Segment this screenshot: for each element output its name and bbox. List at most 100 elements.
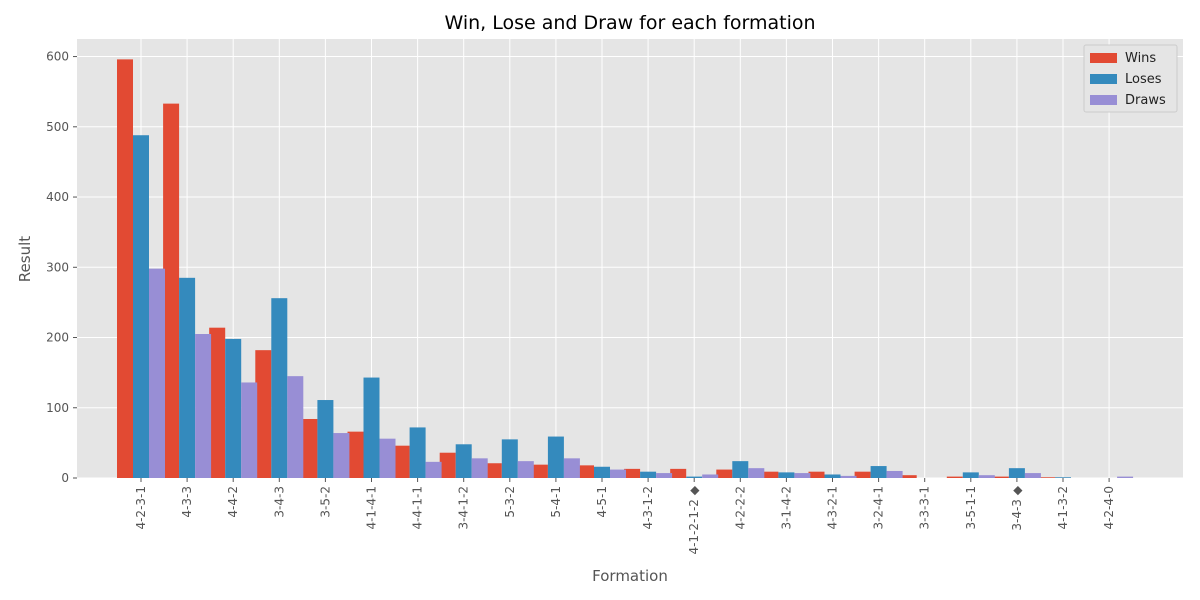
bar-loses-12 <box>686 476 703 478</box>
bar-loses-5 <box>363 377 380 478</box>
bar-loses-7 <box>455 444 472 478</box>
bar-draws-14 <box>794 473 811 478</box>
bar-wins-15 <box>808 471 825 478</box>
bar-draws-7 <box>471 458 488 478</box>
y-tick-label: 400 <box>46 190 69 204</box>
bar-wins-1 <box>163 103 180 479</box>
bar-draws-19 <box>1024 473 1041 478</box>
bar-wins-18 <box>946 476 963 478</box>
bar-loses-0 <box>133 135 149 478</box>
bar-wins-10 <box>578 465 594 478</box>
bar-wins-0 <box>117 59 133 478</box>
x-tick-label: 5-3-2 <box>503 486 517 518</box>
bar-draws-3 <box>287 376 304 478</box>
bar-wins-4 <box>301 418 318 478</box>
chart-title: Win, Lose and Draw for each formation <box>444 12 815 34</box>
bars <box>117 59 1134 479</box>
x-tick-label: 4-4-2 <box>226 486 240 518</box>
bar-loses-6 <box>409 427 426 478</box>
x-tick-label: 4-2-4-0 <box>1102 486 1116 530</box>
bar-loses-14 <box>778 472 795 478</box>
x-tick-label: 3-1-4-2 <box>779 486 793 530</box>
y-axis-ticks: 0 100 200 300 400 500 600 <box>46 50 77 485</box>
x-tick-label: 3-5-2 <box>318 486 332 518</box>
x-tick-label: 4-2-3-1 <box>134 486 148 530</box>
bar-loses-15 <box>824 474 841 478</box>
bar-draws-13 <box>748 468 765 478</box>
bar-draws-9 <box>563 458 580 478</box>
x-tick-label: 4-1-2-1-2 ◆ <box>687 485 701 554</box>
bar-loses-16 <box>870 466 887 478</box>
x-tick-label: 4-3-2-1 <box>826 486 840 530</box>
bar-wins-14 <box>762 471 779 478</box>
bar-draws-2 <box>241 382 258 478</box>
x-tick-label: 5-4-1 <box>549 486 563 518</box>
x-tick-label: 3-4-3 <box>272 486 286 518</box>
bar-draws-11 <box>656 473 673 478</box>
legend-swatch-loses <box>1090 74 1117 84</box>
bar-draws-21 <box>1117 476 1134 478</box>
legend-label-wins: Wins <box>1125 51 1156 66</box>
x-tick-label: 3-3-3-1 <box>918 486 932 530</box>
x-tick-label: 3-2-4-1 <box>872 486 886 530</box>
legend-label-loses: Loses <box>1125 72 1162 87</box>
bar-draws-15 <box>840 475 857 478</box>
x-tick-label: 4-4-1-1 <box>411 486 425 530</box>
x-tick-label: 4-1-4-1 <box>365 486 379 530</box>
bar-wins-3 <box>255 350 272 478</box>
bar-loses-10 <box>594 466 610 478</box>
y-axis-label: Result <box>16 236 34 282</box>
bar-loses-4 <box>317 400 334 478</box>
bar-draws-12 <box>702 474 719 478</box>
legend-label-draws: Draws <box>1125 93 1166 108</box>
y-tick-label: 200 <box>46 331 69 345</box>
bar-wins-12 <box>670 468 687 478</box>
bar-loses-3 <box>271 298 288 478</box>
bar-wins-6 <box>393 445 410 478</box>
bar-wins-16 <box>854 471 871 478</box>
bar-loses-11 <box>640 471 657 478</box>
bar-wins-17 <box>900 475 917 478</box>
bar-wins-9 <box>531 464 548 478</box>
x-tick-label: 3-4-3 ◆ <box>1010 485 1024 530</box>
x-tick-label: 3-4-1-2 <box>457 486 471 530</box>
bar-loses-9 <box>547 436 564 478</box>
bar-loses-1 <box>179 277 196 478</box>
bar-wins-20 <box>1039 477 1055 478</box>
bar-draws-16 <box>886 470 903 478</box>
legend-swatch-draws <box>1090 95 1117 105</box>
y-tick-label: 0 <box>61 471 69 485</box>
x-axis-ticks: 4-2-3-1 4-3-3 4-4-2 3-4-3 3-5-2 4-1-4-1 4-4-1-… <box>134 478 1116 555</box>
bar-draws-10 <box>610 469 626 478</box>
bar-loses-20 <box>1055 477 1071 478</box>
y-tick-label: 600 <box>46 50 69 64</box>
bar-loses-19 <box>1008 468 1025 478</box>
y-tick-label: 100 <box>46 401 69 415</box>
bar-wins-5 <box>347 431 364 478</box>
x-tick-label: 4-2-2-2 <box>733 486 747 530</box>
bar-loses-18 <box>962 472 979 478</box>
x-tick-label: 4-1-3-2 <box>1056 486 1070 530</box>
x-tick-label: 4-3-1-2 <box>641 486 655 530</box>
legend-swatch-wins <box>1090 53 1117 63</box>
bar-wins-11 <box>624 468 641 478</box>
bar-wins-8 <box>485 463 502 478</box>
x-tick-label: 4-5-1 <box>595 486 609 518</box>
x-tick-label: 3-5-1-1 <box>964 486 978 530</box>
y-tick-label: 300 <box>46 260 69 274</box>
bar-draws-8 <box>517 461 534 478</box>
y-tick-label: 500 <box>46 120 69 134</box>
bar-draws-5 <box>379 438 396 478</box>
legend: Wins Loses Draws <box>1083 44 1178 113</box>
bar-draws-4 <box>333 433 350 478</box>
bar-draws-18 <box>978 475 995 478</box>
bar-loses-2 <box>225 338 242 478</box>
bar-wins-13 <box>716 469 733 478</box>
x-axis-label: Formation <box>592 567 668 585</box>
bar-draws-6 <box>425 461 442 478</box>
x-tick-label: 4-3-3 <box>180 486 194 518</box>
bar-wins-19 <box>992 476 1009 478</box>
bar-wins-7 <box>439 452 456 478</box>
bar-draws-1 <box>195 334 212 478</box>
